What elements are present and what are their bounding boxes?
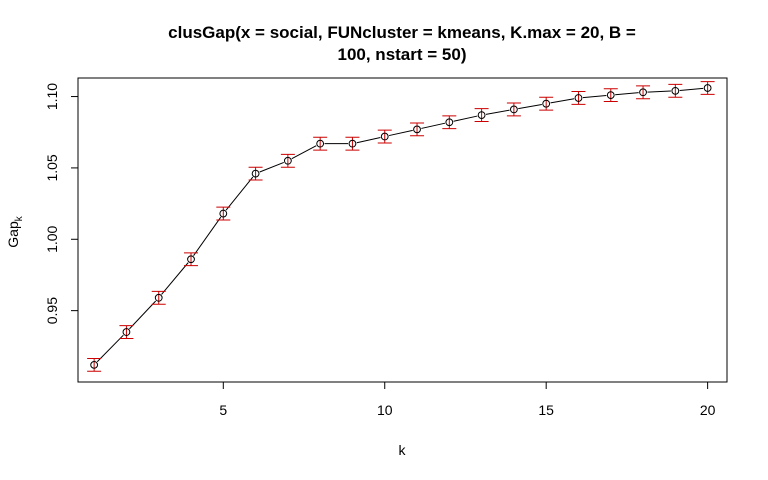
series-segment (225, 176, 254, 211)
data-point (542, 99, 551, 108)
series-segment (485, 109, 510, 115)
error-bar (119, 325, 134, 339)
data-point (445, 118, 454, 127)
y-axis-label-main: Gap (5, 221, 21, 248)
error-bar (248, 166, 263, 181)
series-segment (453, 115, 478, 122)
error-bar (636, 85, 651, 100)
error-bar (184, 252, 199, 267)
data-point (413, 125, 421, 134)
data-point (348, 139, 357, 148)
data-point (606, 91, 615, 100)
x-tick-label: 5 (219, 402, 227, 418)
series-segment (550, 98, 575, 104)
error-bar (506, 102, 521, 117)
x-tick-label: 10 (377, 402, 393, 418)
x-axis-label: k (399, 442, 407, 458)
error-bar (442, 115, 457, 130)
series-segment (582, 95, 607, 99)
plot-frame (77, 77, 728, 383)
series-segment (647, 90, 671, 93)
error-bar (345, 136, 360, 151)
y-tick-label: 0.95 (44, 297, 60, 324)
data-point (703, 84, 712, 92)
error-bar (313, 136, 328, 151)
series-segment (518, 103, 542, 110)
data-point (283, 156, 292, 165)
error-bar (668, 83, 683, 98)
series-segment (356, 136, 381, 144)
data-point (251, 169, 260, 178)
data-point (671, 86, 680, 95)
error-bar (474, 108, 489, 123)
error-bar (216, 206, 231, 221)
data-point (122, 328, 131, 336)
error-bar (151, 290, 166, 305)
data-point (187, 255, 195, 264)
y-axis-label: Gapk (5, 215, 25, 247)
chart-title-line-2: 100, nstart = 50) (338, 45, 467, 64)
error-bar (377, 129, 392, 144)
y-axis: 0.95 1.00 1.05 1.10 (44, 83, 79, 324)
x-axis: 5 10 15 20 (219, 381, 716, 418)
data-point (639, 88, 647, 97)
series-segment (96, 334, 124, 363)
series-segment (193, 216, 222, 256)
series-segment (129, 300, 157, 330)
error-bar (87, 357, 102, 372)
y-tick-label: 1.10 (44, 83, 60, 110)
series-segment (615, 92, 639, 96)
series-segment (291, 145, 317, 160)
error-bar (700, 81, 715, 95)
data-point (154, 293, 163, 302)
error-bar (603, 88, 618, 103)
x-tick-label: 20 (700, 402, 716, 418)
series-segment (161, 262, 189, 295)
data-point (219, 209, 228, 218)
series-layer (87, 81, 715, 372)
y-tick-label: 1.05 (44, 154, 60, 181)
data-point (477, 111, 486, 120)
y-axis-label-subscript: k (14, 215, 25, 221)
data-point (574, 94, 583, 102)
data-point (316, 139, 325, 148)
error-bar (571, 91, 586, 105)
x-tick-label: 15 (538, 402, 554, 418)
error-bar (280, 153, 295, 168)
series-segment (679, 87, 704, 91)
error-bar (539, 96, 554, 111)
data-point (380, 132, 389, 141)
chart-title-line-1: clusGap(x = social, FUNcluster = kmeans,… (168, 23, 636, 42)
series-segment (388, 129, 413, 137)
series-segment (259, 161, 284, 173)
error-bar (410, 122, 425, 137)
y-tick-label: 1.00 (44, 225, 60, 252)
data-point (509, 105, 518, 114)
data-point (90, 360, 99, 369)
series-segment (421, 122, 446, 129)
